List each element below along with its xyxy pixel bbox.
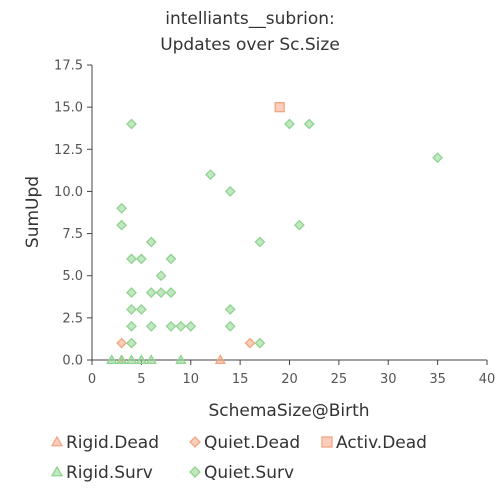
data-point bbox=[116, 354, 128, 365]
data-point bbox=[135, 253, 147, 265]
data-point bbox=[165, 253, 177, 265]
y-axis-title: SumUpd bbox=[23, 176, 43, 248]
data-point bbox=[293, 219, 305, 231]
chart-title-line-1: intelliants__subrion: bbox=[165, 9, 335, 29]
data-point bbox=[116, 337, 128, 349]
data-point bbox=[274, 101, 285, 113]
y-tick-label: 10.0 bbox=[54, 185, 83, 200]
legend-item: Activ.Dead bbox=[321, 433, 427, 453]
data-point bbox=[155, 270, 167, 282]
legend-marker-triangle bbox=[50, 435, 64, 447]
legend-marker-square bbox=[321, 436, 333, 448]
legend-label: Rigid.Dead bbox=[66, 433, 159, 453]
y-tick-label: 2.5 bbox=[62, 311, 83, 326]
data-point bbox=[214, 354, 226, 365]
data-point bbox=[145, 287, 157, 298]
data-point bbox=[205, 169, 216, 180]
legend-label: Rigid.Surv bbox=[66, 463, 153, 483]
data-point bbox=[155, 287, 167, 298]
data-point bbox=[303, 118, 315, 130]
data-point bbox=[126, 304, 137, 315]
data-point bbox=[244, 337, 256, 349]
series-quiet-surv bbox=[116, 118, 444, 349]
data-point bbox=[284, 118, 295, 130]
data-point bbox=[254, 236, 266, 248]
data-point bbox=[126, 337, 137, 349]
y-tick-label: 17.5 bbox=[54, 59, 83, 74]
data-point bbox=[126, 118, 137, 130]
legend: Rigid.Dead Quiet.Dead Activ.Dead Rigid.Surv… bbox=[50, 433, 427, 483]
x-axis: 0 5 10 15 20 25 30 35 40 bbox=[88, 359, 496, 387]
data-point bbox=[224, 320, 236, 332]
data-point bbox=[126, 253, 137, 265]
chart-title-line-2: Updates over Sc.Size bbox=[160, 35, 340, 55]
data-point bbox=[135, 304, 147, 315]
x-tick-label: 35 bbox=[429, 372, 446, 387]
legend-label: Quiet.Surv bbox=[204, 463, 294, 483]
x-tick-label: 15 bbox=[232, 372, 249, 387]
data-point bbox=[175, 320, 187, 332]
data-point bbox=[254, 337, 266, 349]
y-tick-label: 5.0 bbox=[62, 269, 83, 284]
legend-marker-diamond bbox=[189, 436, 201, 448]
x-tick-label: 25 bbox=[331, 372, 348, 387]
y-axis: 0.0 2.5 5.0 7.5 10.0 12.5 15.0 17.5 bbox=[54, 59, 93, 369]
y-tick-label: 7.5 bbox=[62, 227, 83, 242]
x-tick-label: 10 bbox=[182, 372, 199, 387]
legend-item: Quiet.Surv bbox=[189, 463, 294, 483]
data-point bbox=[165, 287, 177, 298]
data-point bbox=[224, 186, 236, 197]
data-point bbox=[106, 354, 118, 365]
legend-marker-diamond bbox=[189, 466, 201, 478]
data-point bbox=[125, 354, 138, 365]
legend-item: Rigid.Surv bbox=[50, 463, 153, 483]
data-point bbox=[145, 354, 157, 365]
legend-label: Quiet.Dead bbox=[204, 433, 300, 453]
x-tick-label: 40 bbox=[479, 372, 496, 387]
data-point bbox=[432, 152, 444, 164]
data-point bbox=[116, 219, 128, 231]
y-tick-label: 15.0 bbox=[54, 101, 83, 116]
y-tick-label: 0.0 bbox=[62, 354, 83, 369]
series-activ-dead bbox=[274, 101, 285, 113]
series-quiet-dead bbox=[116, 337, 256, 349]
series-rigid-surv bbox=[106, 354, 187, 365]
legend-label: Activ.Dead bbox=[336, 433, 427, 453]
x-axis-title: SchemaSize@Birth bbox=[208, 401, 369, 421]
data-point bbox=[185, 320, 197, 332]
data-point bbox=[135, 354, 147, 365]
legend-marker-triangle bbox=[50, 465, 64, 477]
y-tick-label: 12.5 bbox=[54, 143, 83, 158]
legend-item: Rigid.Dead bbox=[50, 433, 159, 453]
plot-area bbox=[106, 101, 444, 365]
data-point bbox=[145, 236, 157, 248]
data-point bbox=[126, 320, 137, 332]
data-point bbox=[126, 287, 137, 298]
data-point bbox=[224, 304, 236, 315]
data-point bbox=[116, 202, 128, 214]
data-point bbox=[145, 320, 157, 332]
data-point bbox=[175, 354, 187, 365]
x-tick-label: 20 bbox=[281, 372, 298, 387]
x-tick-label: 5 bbox=[137, 372, 145, 387]
data-point bbox=[165, 320, 177, 332]
x-tick-label: 30 bbox=[380, 372, 397, 387]
legend-item: Quiet.Dead bbox=[189, 433, 300, 453]
x-tick-label: 0 bbox=[88, 372, 96, 387]
